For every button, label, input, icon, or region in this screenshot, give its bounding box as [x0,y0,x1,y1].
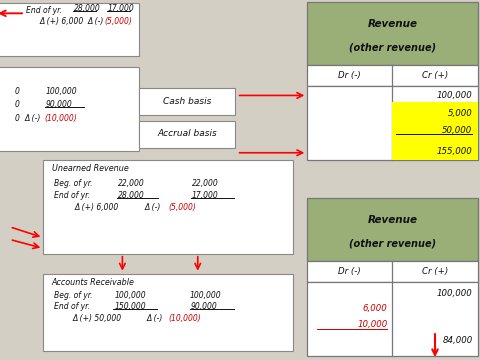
Bar [307,282,478,356]
Text: 0: 0 [14,113,19,122]
Bar [0,67,139,151]
Text: Δ (+) 50,000: Δ (+) 50,000 [72,314,121,323]
Text: Dr (-): Dr (-) [338,267,361,276]
Text: Δ (+) 6,000: Δ (+) 6,000 [39,17,84,26]
Bar [307,65,478,86]
Text: 155,000: 155,000 [437,147,472,156]
Bar [43,160,293,254]
Text: 17,000: 17,000 [192,191,219,200]
Text: Cash basis: Cash basis [163,97,211,106]
Bar [43,274,293,351]
Text: Cr (+): Cr (+) [422,71,448,80]
Text: (5,000): (5,000) [168,202,196,212]
Text: 90,000: 90,000 [46,100,72,109]
Text: Beg. of yr.: Beg. of yr. [54,179,92,188]
Text: 150,000: 150,000 [114,302,146,311]
Text: (other revenue): (other revenue) [349,239,436,249]
Text: Unearned Revenue: Unearned Revenue [52,164,129,174]
Text: 0: 0 [14,100,19,109]
Text: End of yr.: End of yr. [54,191,90,200]
Text: 84,000: 84,000 [442,336,472,345]
Text: Δ (-): Δ (-) [146,314,163,323]
Text: 5,000: 5,000 [448,109,472,118]
Bar [139,88,235,115]
Text: 6,000: 6,000 [363,303,388,312]
Text: 100,000: 100,000 [114,291,146,300]
Text: 22,000: 22,000 [192,179,219,188]
Text: Dr (-): Dr (-) [338,71,361,80]
Text: Beg. of yr.: Beg. of yr. [54,291,92,300]
Text: Δ (-): Δ (-) [144,202,160,212]
Text: 50,000: 50,000 [442,126,472,135]
Text: Accounts Receivable: Accounts Receivable [52,278,135,287]
Bar [307,86,478,160]
Text: 28,000: 28,000 [118,191,144,200]
Text: Accrual basis: Accrual basis [157,129,217,138]
Text: 17,000: 17,000 [108,4,135,13]
Bar [307,198,478,261]
Text: (other revenue): (other revenue) [349,42,436,53]
Text: (10,000): (10,000) [44,113,77,122]
Text: 0: 0 [14,87,19,96]
Bar [307,261,478,282]
Bar [392,102,478,160]
Text: Cr (+): Cr (+) [422,267,448,276]
Text: Δ (+) 6,000: Δ (+) 6,000 [74,202,119,212]
Text: 100,000: 100,000 [46,87,77,96]
Text: (10,000): (10,000) [168,314,201,323]
Text: Revenue: Revenue [367,19,418,29]
Text: Revenue: Revenue [367,215,418,225]
Text: 100,000: 100,000 [437,91,472,100]
Text: 100,000: 100,000 [437,289,472,298]
Text: End of yr.: End of yr. [26,6,62,15]
Bar [307,2,478,65]
Text: 90,000: 90,000 [191,302,218,311]
Bar [139,121,235,148]
Text: 100,000: 100,000 [190,291,221,300]
Text: End of yr.: End of yr. [54,302,90,311]
Bar [0,3,139,56]
Text: Δ (-): Δ (-) [24,113,40,122]
Text: 28,000: 28,000 [74,4,101,13]
Text: 10,000: 10,000 [357,320,388,329]
Text: (5,000): (5,000) [105,17,132,26]
Text: 22,000: 22,000 [118,179,144,188]
Text: Δ (-): Δ (-) [88,17,104,26]
